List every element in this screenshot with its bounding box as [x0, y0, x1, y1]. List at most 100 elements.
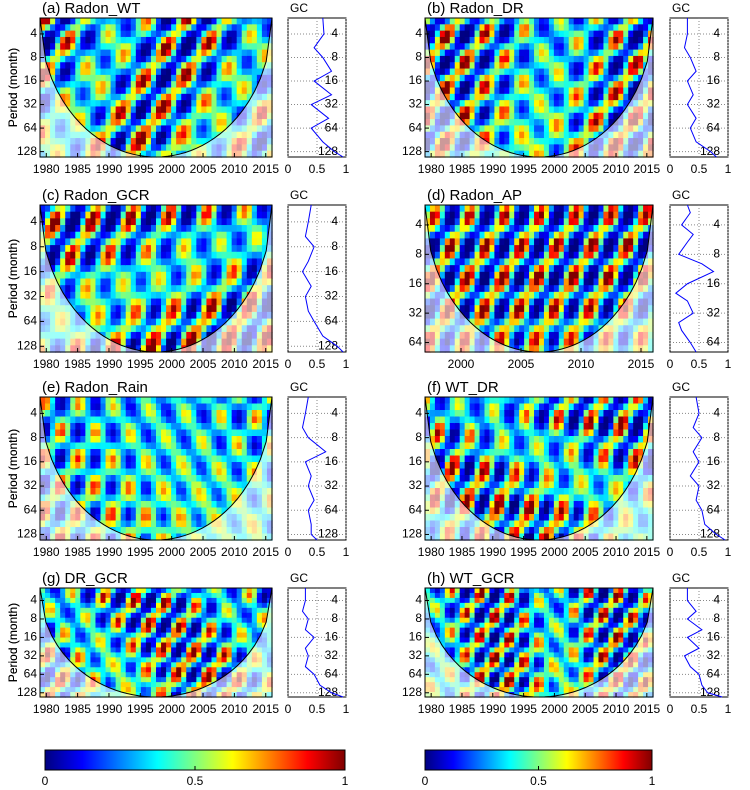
cell: [135, 442, 142, 450]
cell: [593, 106, 600, 114]
cell: [206, 74, 213, 82]
cell: [196, 468, 202, 476]
x-tick-label: 2015: [252, 162, 279, 176]
cell: [145, 74, 152, 82]
cell: [186, 311, 192, 320]
cell: [65, 475, 71, 483]
cell: [90, 278, 97, 286]
cell: [524, 331, 530, 340]
cell: [539, 43, 545, 51]
cell: [135, 462, 142, 470]
cell: [548, 285, 555, 293]
cell: [588, 245, 595, 253]
cell: [176, 318, 182, 326]
cell: [489, 131, 495, 139]
cell: [504, 258, 510, 266]
cell: [191, 106, 197, 114]
cell: [568, 49, 575, 57]
cell: [548, 36, 555, 44]
cell: [186, 331, 192, 340]
cell: [514, 211, 520, 219]
cell: [186, 100, 192, 108]
cell: [568, 24, 575, 32]
cell: [110, 245, 117, 253]
cell: [608, 68, 614, 76]
cell: [454, 238, 461, 246]
cell: [186, 514, 192, 522]
cell: [176, 125, 182, 133]
cell: [474, 112, 481, 120]
cell: [519, 205, 525, 213]
cell: [90, 494, 97, 502]
cell: [55, 36, 61, 44]
cell: [95, 211, 102, 219]
cell: [186, 24, 192, 32]
cell: [181, 68, 187, 76]
cell: [110, 271, 117, 280]
cell: [474, 291, 481, 300]
cell: [583, 62, 590, 70]
cell: [246, 81, 253, 89]
cell: [120, 338, 127, 346]
cell: [221, 278, 228, 286]
cell: [110, 55, 117, 63]
cell: [206, 285, 213, 293]
cell: [125, 265, 132, 273]
cell: [125, 36, 132, 44]
cell: [196, 397, 202, 405]
cell: [529, 251, 535, 260]
cell: [558, 43, 565, 51]
cell: [256, 231, 263, 240]
cell: [196, 436, 202, 444]
cell: [514, 205, 520, 213]
cell: [80, 494, 86, 502]
cell: [444, 211, 451, 219]
cell: [50, 36, 56, 44]
cell: [145, 30, 152, 38]
cell: [643, 30, 649, 38]
cell: [216, 211, 223, 219]
cell: [191, 144, 197, 152]
cell: [55, 468, 61, 476]
cell: [256, 36, 263, 44]
cell: [115, 318, 122, 326]
cell: [573, 231, 580, 240]
cell: [489, 245, 495, 253]
cell: [120, 100, 127, 108]
cell: [150, 475, 157, 483]
cell: [171, 265, 177, 273]
cell: [145, 36, 152, 44]
cell: [514, 24, 520, 32]
cell: [211, 93, 218, 101]
cell: [509, 218, 515, 226]
cell: [100, 514, 107, 522]
cell: [221, 225, 228, 233]
cell: [469, 112, 476, 120]
cell: [140, 488, 147, 496]
cell: [120, 125, 127, 133]
cell: [206, 238, 213, 246]
cell: [578, 225, 585, 233]
cell: [519, 211, 525, 219]
cell: [568, 125, 575, 133]
cell: [115, 305, 122, 313]
cell: [156, 507, 162, 515]
cell: [171, 533, 177, 541]
cell: [176, 218, 182, 226]
cell: [80, 74, 86, 82]
gc-y-tick-label: 4: [331, 214, 338, 228]
cell: [186, 481, 192, 489]
cell: [236, 18, 243, 25]
cell: [231, 106, 238, 114]
y-tick-label: 32: [24, 97, 38, 111]
cell: [166, 429, 172, 437]
cell: [206, 119, 213, 127]
cell: [598, 211, 605, 219]
cell: [613, 100, 619, 108]
cell: [221, 106, 228, 114]
cell: [439, 87, 446, 95]
cell: [628, 43, 634, 51]
cell: [633, 36, 639, 44]
cell: [529, 43, 535, 51]
cell: [563, 30, 570, 38]
